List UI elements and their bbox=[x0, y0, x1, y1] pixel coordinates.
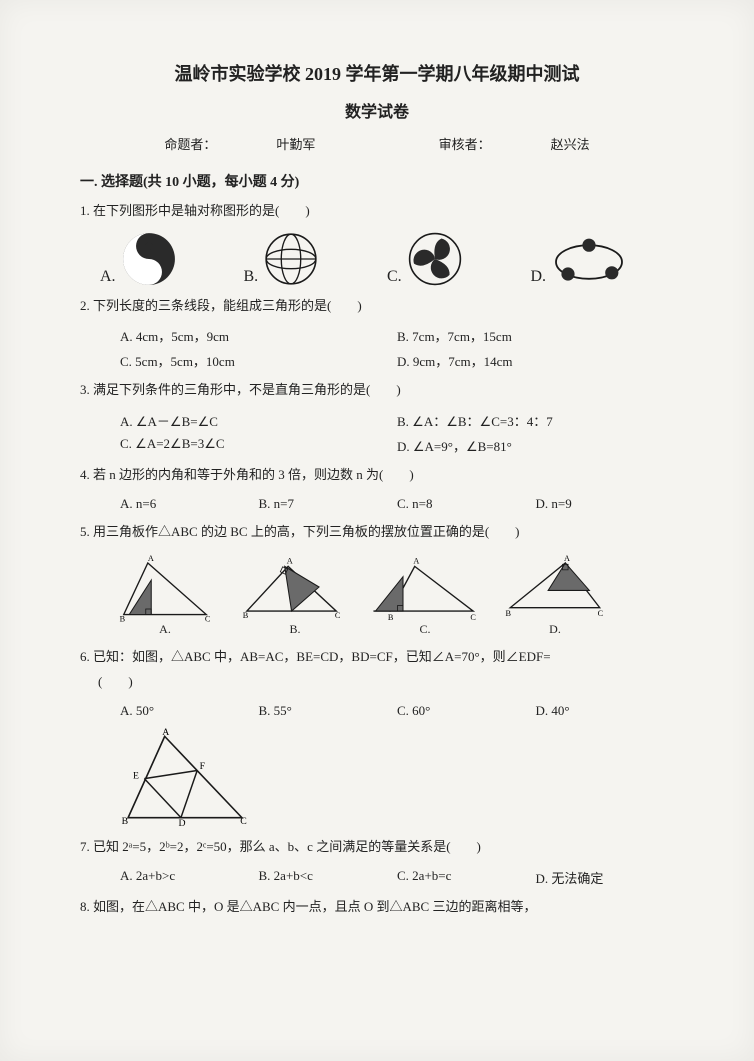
svg-text:B: B bbox=[122, 816, 129, 827]
q5-num: 5. bbox=[80, 524, 90, 539]
svg-text:B: B bbox=[120, 615, 126, 623]
svg-text:C: C bbox=[598, 609, 604, 618]
q7-num: 7. bbox=[80, 839, 90, 854]
svg-text:B: B bbox=[506, 609, 512, 618]
q5-label-a: A. bbox=[159, 622, 171, 637]
q6-num: 6. bbox=[80, 649, 90, 664]
q6-opt-d: D. 40° bbox=[536, 703, 675, 719]
q1-text: 在下列图形中是轴对称图形的是( ) bbox=[93, 203, 310, 218]
page-title: 温岭市实验学校 2019 学年第一学期八年级期中测试 bbox=[80, 60, 674, 86]
q1-label-c: C. bbox=[387, 268, 402, 286]
q7-opt-c: C. 2a+b=c bbox=[397, 868, 536, 887]
svg-text:C: C bbox=[205, 615, 211, 623]
author-line: 命题者： 叶勤军 审核者： 赵兴法 bbox=[80, 134, 674, 153]
q2-text: 下列长度的三条线段，能组成三角形的是( ) bbox=[93, 298, 362, 313]
q1-options: A. B. C. bbox=[100, 232, 674, 286]
q5-label-b: B. bbox=[289, 622, 300, 637]
q3-text: 满足下列条件的三角形中，不是直角三角形的是( ) bbox=[93, 382, 401, 397]
q7-opt-a: A. 2a+b>c bbox=[120, 868, 259, 887]
svg-text:A: A bbox=[287, 557, 293, 566]
q8-num: 8. bbox=[80, 899, 90, 914]
q5-text: 用三角板作△ABC 的边 BC 上的高，下列三角板的摆放位置正确的是( ) bbox=[93, 524, 519, 539]
q5-figures: A B C A. A B C B. A B bbox=[110, 552, 674, 637]
q2-opt-a: A. 4cm，5cm，9cm bbox=[120, 326, 397, 345]
question-5: 5. 用三角板作△ABC 的边 BC 上的高，下列三角板的摆放位置正确的是( ) bbox=[80, 520, 674, 545]
question-7: 7. 已知 2ᵃ=5，2ᵇ=2，2ᶜ=50，那么 a、b、c 之间满足的等量关系… bbox=[80, 835, 674, 860]
q2-opt-b: B. 7cm，7cm，15cm bbox=[397, 326, 674, 345]
q6-opt-a: A. 50° bbox=[120, 703, 259, 719]
section-1-heading: 一. 选择题(共 10 小题，每小题 4 分) bbox=[80, 171, 674, 191]
q3-opt-b: B. ∠A：∠B：∠C=3：4：7 bbox=[397, 411, 674, 430]
q3-num: 3. bbox=[80, 382, 90, 397]
svg-text:A: A bbox=[148, 554, 154, 563]
q3-opt-c: C. ∠A=2∠B=3∠C bbox=[120, 436, 397, 455]
q6-figure: A B C D E F bbox=[120, 727, 674, 827]
q7-opt-b: B. 2a+b<c bbox=[259, 868, 398, 887]
q6-text: 已知：如图，△ABC 中，AB=AC，BE=CD，BD=CF，已知∠A=70°，… bbox=[93, 649, 551, 664]
svg-text:F: F bbox=[200, 761, 206, 772]
svg-text:C: C bbox=[335, 611, 341, 620]
q3-options: A. ∠A－∠B=∠C B. ∠A：∠B：∠C=3：4：7 C. ∠A=2∠B=… bbox=[120, 411, 674, 455]
svg-text:B: B bbox=[243, 611, 249, 620]
svg-text:A: A bbox=[564, 554, 570, 563]
reviewer-label: 审核者： bbox=[439, 134, 491, 153]
q7-options: A. 2a+b>c B. 2a+b<c C. 2a+b=c D. 无法确定 bbox=[120, 868, 674, 887]
yinyang-icon bbox=[122, 232, 176, 286]
reviewer-name: 赵兴法 bbox=[551, 134, 590, 153]
q6-options: A. 50° B. 55° C. 60° D. 40° bbox=[120, 703, 674, 719]
q5-triangle-d-icon: A B C bbox=[500, 552, 610, 622]
svg-text:E: E bbox=[133, 770, 139, 781]
q3-opt-a: A. ∠A－∠B=∠C bbox=[120, 411, 397, 430]
q5-triangle-a-icon: A B C bbox=[110, 552, 220, 622]
q4-num: 4. bbox=[80, 467, 90, 482]
q2-options: A. 4cm，5cm，9cm B. 7cm，7cm，15cm C. 5cm，5c… bbox=[120, 326, 674, 370]
q4-opt-b: B. n=7 bbox=[259, 496, 398, 512]
q4-opt-a: A. n=6 bbox=[120, 496, 259, 512]
q4-opt-c: C. n=8 bbox=[397, 496, 536, 512]
svg-text:D: D bbox=[179, 818, 186, 827]
q5-label-d: D. bbox=[549, 622, 561, 637]
q5-triangle-c-icon: A B C bbox=[370, 552, 480, 622]
q4-text: 若 n 边形的内角和等于外角和的 3 倍，则边数 n 为( ) bbox=[93, 467, 414, 482]
q1-label-b: B. bbox=[244, 268, 259, 286]
q4-options: A. n=6 B. n=7 C. n=8 D. n=9 bbox=[120, 496, 674, 512]
three-comma-icon bbox=[408, 232, 462, 286]
svg-text:C: C bbox=[470, 613, 476, 622]
svg-text:B: B bbox=[388, 613, 394, 622]
globe-sphere-icon bbox=[264, 232, 318, 286]
q3-opt-d: D. ∠A=9°，∠B=81° bbox=[397, 436, 674, 455]
q7-text: 已知 2ᵃ=5，2ᵇ=2，2ᶜ=50，那么 a、b、c 之间满足的等量关系是( … bbox=[93, 839, 481, 854]
question-3: 3. 满足下列条件的三角形中，不是直角三角形的是( ) bbox=[80, 378, 674, 403]
q6-opt-c: C. 60° bbox=[397, 703, 536, 719]
q6-paren: ( ) bbox=[98, 670, 674, 695]
q5-label-c: C. bbox=[419, 622, 430, 637]
question-4: 4. 若 n 边形的内角和等于外角和的 3 倍，则边数 n 为( ) bbox=[80, 463, 674, 488]
q2-num: 2. bbox=[80, 298, 90, 313]
q1-label-a: A. bbox=[100, 268, 116, 286]
page-subtitle: 数学试卷 bbox=[80, 98, 674, 122]
q2-opt-d: D. 9cm，7cm，14cm bbox=[397, 351, 674, 370]
q2-opt-c: C. 5cm，5cm，10cm bbox=[120, 351, 397, 370]
svg-text:A: A bbox=[413, 557, 419, 566]
question-2: 2. 下列长度的三条线段，能组成三角形的是( ) bbox=[80, 294, 674, 319]
q4-opt-d: D. n=9 bbox=[536, 496, 675, 512]
question-6: 6. 已知：如图，△ABC 中，AB=AC，BE=CD，BD=CF，已知∠A=7… bbox=[80, 645, 674, 694]
q8-text: 如图，在△ABC 中，O 是△ABC 内一点，且点 O 到△ABC 三边的距离相… bbox=[93, 899, 536, 914]
question-1: 1. 在下列图形中是轴对称图形的是( ) bbox=[80, 199, 674, 224]
exam-page: 温岭市实验学校 2019 学年第一学期八年级期中测试 数学试卷 命题者： 叶勤军 … bbox=[0, 0, 754, 1061]
q5-triangle-b-icon: A B C bbox=[240, 552, 350, 622]
svg-text:A: A bbox=[162, 727, 169, 738]
author-label: 命题者： bbox=[164, 134, 216, 153]
q6-triangle-icon: A B C D E F bbox=[120, 727, 250, 827]
q6-opt-b: B. 55° bbox=[259, 703, 398, 719]
q1-label-d: D. bbox=[531, 268, 547, 286]
author-name: 叶勤军 bbox=[276, 134, 315, 153]
q1-num: 1. bbox=[80, 203, 90, 218]
question-8: 8. 如图，在△ABC 中，O 是△ABC 内一点，且点 O 到△ABC 三边的… bbox=[80, 895, 674, 920]
svg-text:C: C bbox=[240, 816, 247, 827]
q7-opt-d: D. 无法确定 bbox=[536, 868, 675, 887]
orbit-balls-icon bbox=[552, 238, 626, 286]
